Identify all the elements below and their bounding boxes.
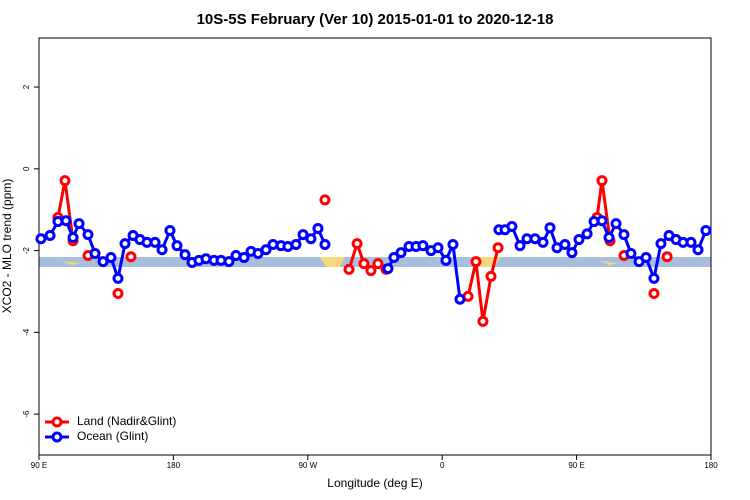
data-point [596, 215, 608, 227]
legend: Land (Nadir&Glint)Ocean (Glint) [45, 414, 176, 443]
data-point [432, 242, 444, 254]
x-tick-label: 180 [167, 461, 181, 470]
data-point [559, 238, 571, 250]
data-point [179, 249, 191, 261]
data-point [470, 256, 482, 268]
data-point [89, 247, 101, 259]
data-point [692, 244, 704, 256]
data-point [343, 263, 355, 275]
data-point [566, 247, 578, 259]
data-point [59, 175, 71, 187]
data-point [319, 238, 331, 250]
data-point [477, 315, 489, 327]
data-point [514, 240, 526, 252]
data-point [260, 244, 272, 256]
data-point [382, 263, 394, 275]
x-tick-label: 90 E [568, 461, 584, 470]
data-point [685, 236, 697, 248]
data-point [97, 256, 109, 268]
data-point [596, 175, 608, 187]
x-tick-label: 180 [704, 461, 718, 470]
data-point [372, 258, 384, 270]
data-point [640, 252, 652, 264]
x-tick-label: 90 E [31, 461, 47, 470]
data-point [125, 251, 137, 263]
x-tick-label: 0 [440, 461, 445, 470]
plot-frame [38, 37, 712, 456]
data-point [73, 218, 85, 230]
data-point [447, 238, 459, 250]
data-point [319, 194, 331, 206]
data-point [223, 256, 235, 268]
legend-label: Ocean (Glint) [77, 429, 148, 443]
data-point [648, 288, 660, 300]
data-point [661, 251, 673, 263]
data-point [603, 232, 615, 244]
y-tick-label: 0 [22, 166, 31, 171]
y-tick-label: -2 [22, 246, 31, 254]
legend-marker [51, 416, 63, 428]
x-axis-label: Longitude (deg E) [327, 476, 422, 490]
data-point [581, 228, 593, 240]
data-point [290, 238, 302, 250]
data-point [112, 288, 124, 300]
y-tick-label: 2 [22, 84, 31, 89]
data-point [35, 233, 47, 245]
legend-marker [51, 431, 63, 443]
data-point [454, 293, 466, 305]
data-point [492, 242, 504, 254]
data-point [365, 265, 377, 277]
data-point [358, 258, 370, 270]
data-point [573, 234, 585, 246]
data-point [388, 252, 400, 264]
chart-title: 10S-5S February (Ver 10) 2015-01-01 to 2… [197, 11, 554, 28]
data-point [610, 218, 622, 230]
data-point [297, 229, 309, 241]
data-point [312, 223, 324, 235]
data-point [119, 238, 131, 250]
data-point [625, 247, 637, 259]
data-point [648, 272, 660, 284]
data-point [164, 225, 176, 237]
data-point [351, 238, 363, 250]
data-point [655, 238, 667, 250]
data-point [618, 229, 630, 241]
data-point [44, 229, 56, 241]
x-tick-label: 90 W [298, 461, 317, 470]
data-point [395, 247, 407, 259]
data-point [506, 220, 518, 232]
data-point [537, 236, 549, 248]
data-point [485, 270, 497, 282]
data-point [105, 252, 117, 264]
y-tick-label: -6 [22, 410, 31, 418]
data-point [67, 232, 79, 244]
data-point [112, 272, 124, 284]
data-point [544, 222, 556, 234]
data-point [700, 225, 712, 237]
data-point [440, 254, 452, 266]
data-point [171, 240, 183, 252]
data-point [238, 252, 250, 264]
data-point [82, 229, 94, 241]
data-point [417, 240, 429, 252]
data-point [305, 233, 317, 245]
legend-label: Land (Nadir&Glint) [77, 414, 176, 428]
data-point [60, 215, 72, 227]
y-axis-label: XCO2 - MLO trend (ppm) [0, 179, 14, 314]
data-point [156, 244, 168, 256]
y-tick-label: -4 [22, 328, 31, 336]
data-point [149, 236, 161, 248]
